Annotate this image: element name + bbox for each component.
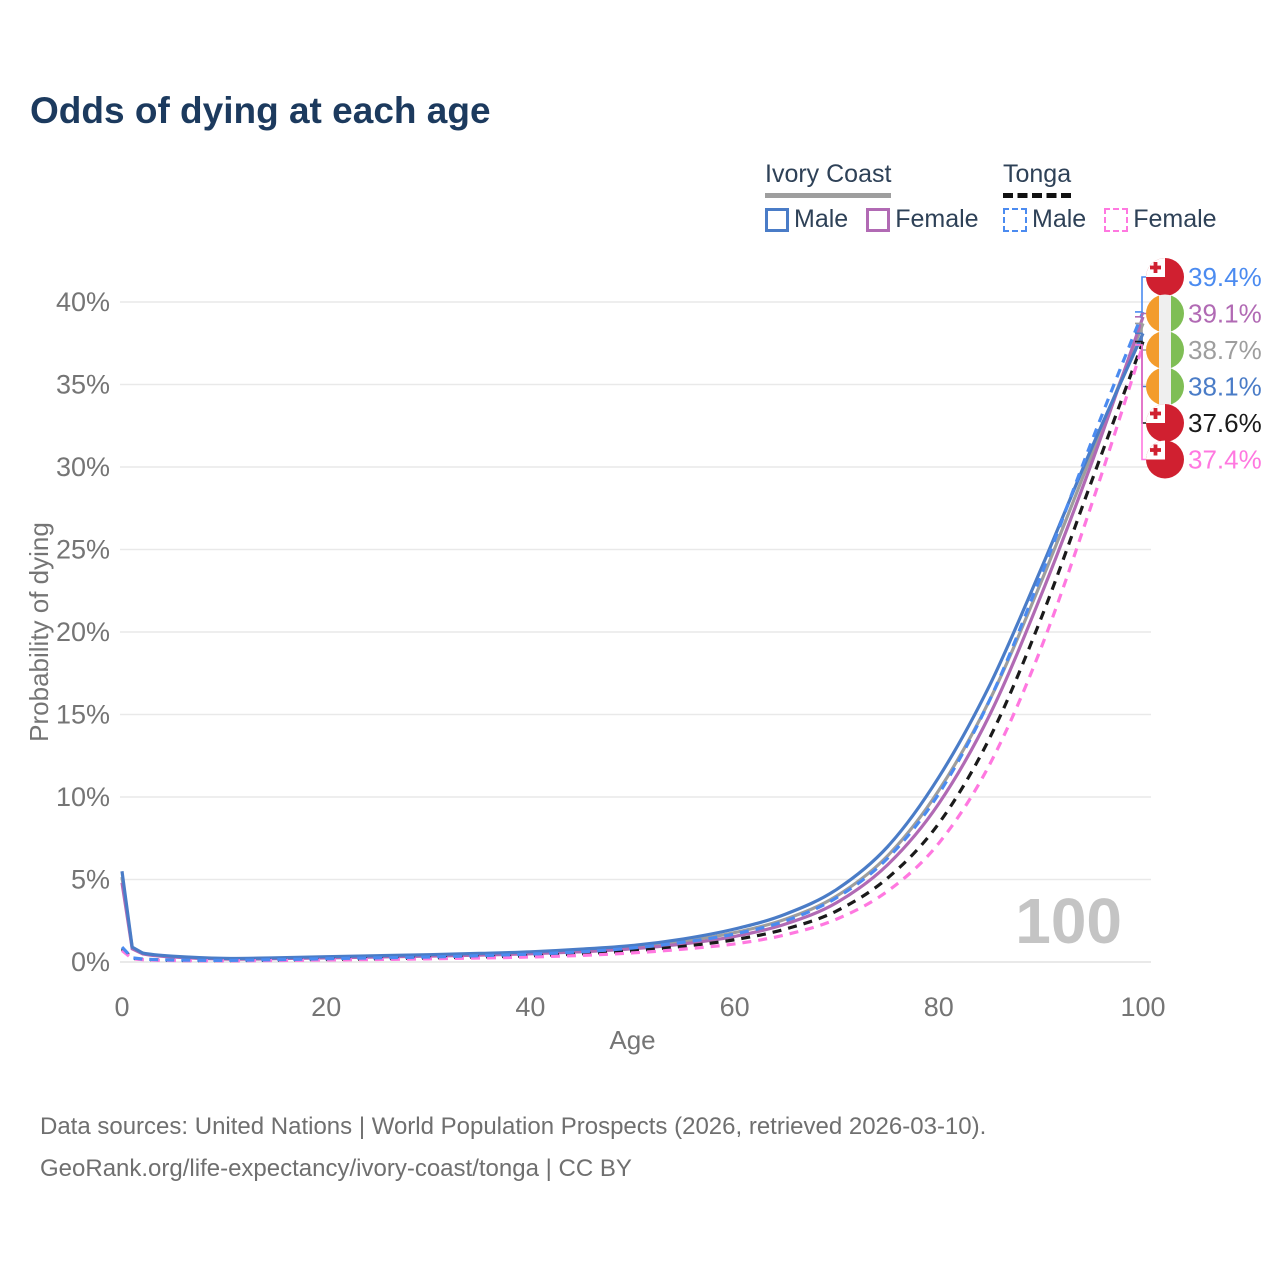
leader-line-tonga-female [1135,344,1146,461]
x-tick-label: 80 [924,992,954,1022]
ivory-coast-male-label: Male [794,205,849,233]
end-value-label-tonga-female: 37.4% [1188,445,1262,475]
y-tick-label: 20% [56,617,110,647]
legend-group-tonga: Tonga Male Female [1003,160,1235,234]
tonga-female-swatch-icon[interactable] [1104,207,1129,232]
ivory-coast-flag-icon [1146,294,1184,333]
tonga-male-label: Male [1032,205,1087,233]
end-value-label-tonga-both: 37.6% [1188,408,1262,438]
end-value-label-ic-female: 39.1% [1188,299,1262,329]
x-tick-label: 40 [515,992,545,1022]
legend-group-ivory-coast: Ivory Coast Male Female [765,160,997,234]
ivory-coast-female-swatch-icon[interactable] [866,207,891,232]
x-tick-label: 100 [1120,992,1165,1022]
x-tick-label: 20 [311,992,341,1022]
legend-country-ivory-coast[interactable]: Ivory Coast [765,160,892,198]
series-line-tonga-female[interactable] [120,344,1145,963]
leader-line-tonga-male [1135,276,1146,313]
series-line-ic-female[interactable] [120,316,1145,961]
series-line-ic-both[interactable] [120,322,1145,961]
y-tick-label: 10% [56,782,110,812]
end-value-label-tonga-male: 39.4% [1188,262,1262,292]
footer-data-sources: Data sources: United Nations | World Pop… [40,1113,987,1140]
series-line-ic-male[interactable] [120,332,1145,961]
tonga-flag-icon [1146,404,1184,442]
series-line-tonga-male[interactable] [120,311,1145,963]
end-value-label-ic-male: 38.1% [1188,372,1262,402]
y-tick-label: 15% [56,700,110,730]
x-axis-title: Age [609,1025,655,1055]
x-tick-label: 60 [720,992,750,1022]
x-tick-label: 0 [114,992,129,1022]
age-watermark: 100 [1015,885,1122,957]
series-line-tonga-both[interactable] [120,341,1145,963]
tonga-male-swatch-icon[interactable] [1003,207,1027,232]
tonga-female-label: Female [1133,205,1217,233]
y-tick-label: 40% [56,287,110,317]
y-tick-label: 35% [56,370,110,400]
y-tick-label: 5% [71,865,110,895]
ivory-coast-flag-icon [1146,367,1184,406]
ivory-coast-female-label: Female [895,205,979,233]
tonga-flag-icon [1146,258,1184,296]
leader-line-ic-female [1135,312,1146,318]
y-tick-label: 0% [71,947,110,977]
ivory-coast-flag-icon [1146,331,1184,369]
footer-attribution: GeoRank.org/life-expectancy/ivory-coast/… [40,1155,632,1182]
legend-country-tonga[interactable]: Tonga [1003,160,1072,198]
ivory-coast-male-swatch-icon[interactable] [765,207,789,232]
y-tick-label: 25% [56,535,110,565]
footer: Data sources: United Nations | World Pop… [40,1106,986,1190]
tonga-flag-icon [1146,440,1184,479]
y-tick-label: 30% [56,452,110,482]
end-value-label-ic-both: 38.7% [1188,335,1262,365]
page-title: Odds of dying at each age [30,90,491,131]
y-axis-title: Probability of dying [24,522,54,742]
